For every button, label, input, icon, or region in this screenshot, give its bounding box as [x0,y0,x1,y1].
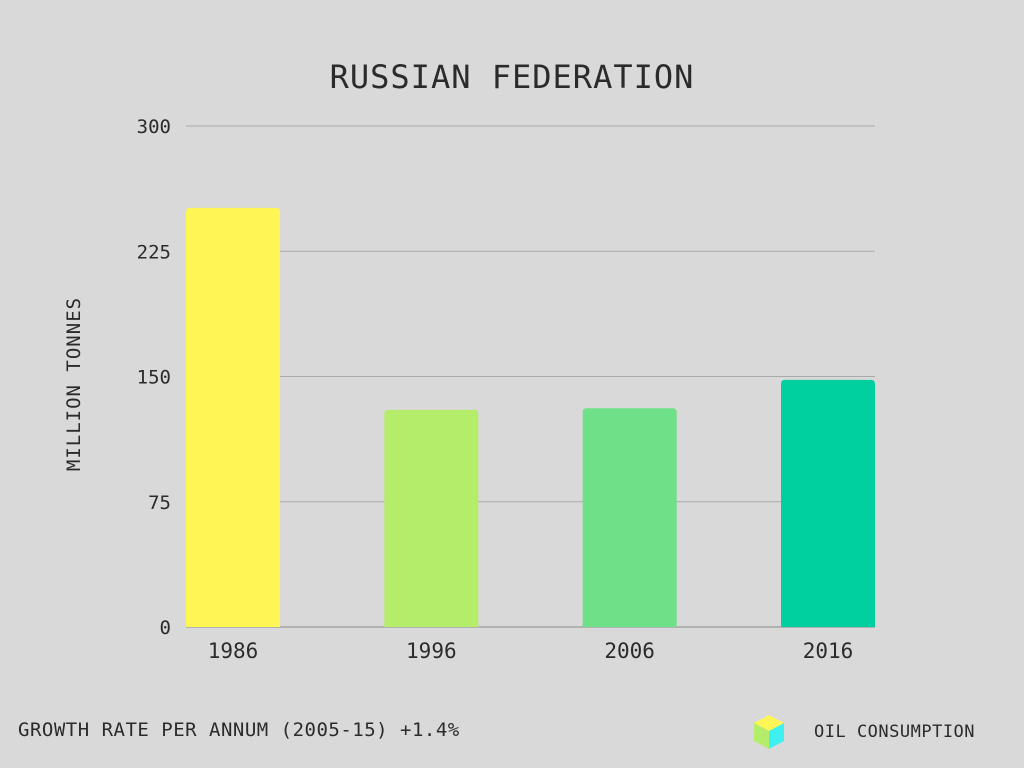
growth-rate-note: GROWTH RATE PER ANNUM (2005-15) +1.4% [18,719,460,741]
bar-1996 [384,409,479,627]
y-tick-label: 0 [160,617,171,639]
y-tick-label: 75 [148,492,171,514]
bar-2016 [781,379,875,627]
legend-label: OIL CONSUMPTION [814,722,976,742]
chart-title: RUSSIAN FEDERATION [330,58,695,96]
bar-1986 [186,207,280,627]
bar-2006 [582,408,677,627]
x-tick-label: 1996 [406,639,457,663]
x-tick-label: 2016 [803,639,854,663]
y-axis-label: MILLION TONNES [63,297,85,471]
y-tick-label: 225 [137,241,171,263]
x-tick-label: 1986 [208,639,259,663]
bar-chart: RUSSIAN FEDERATION MILLION TONNES 0 75 150… [63,58,875,663]
legend: OIL CONSUMPTION [752,714,975,750]
y-tick-label: 150 [137,367,171,389]
cube-icon [754,715,784,749]
y-tick-label: 300 [137,116,171,138]
x-tick-label: 2006 [604,639,655,663]
